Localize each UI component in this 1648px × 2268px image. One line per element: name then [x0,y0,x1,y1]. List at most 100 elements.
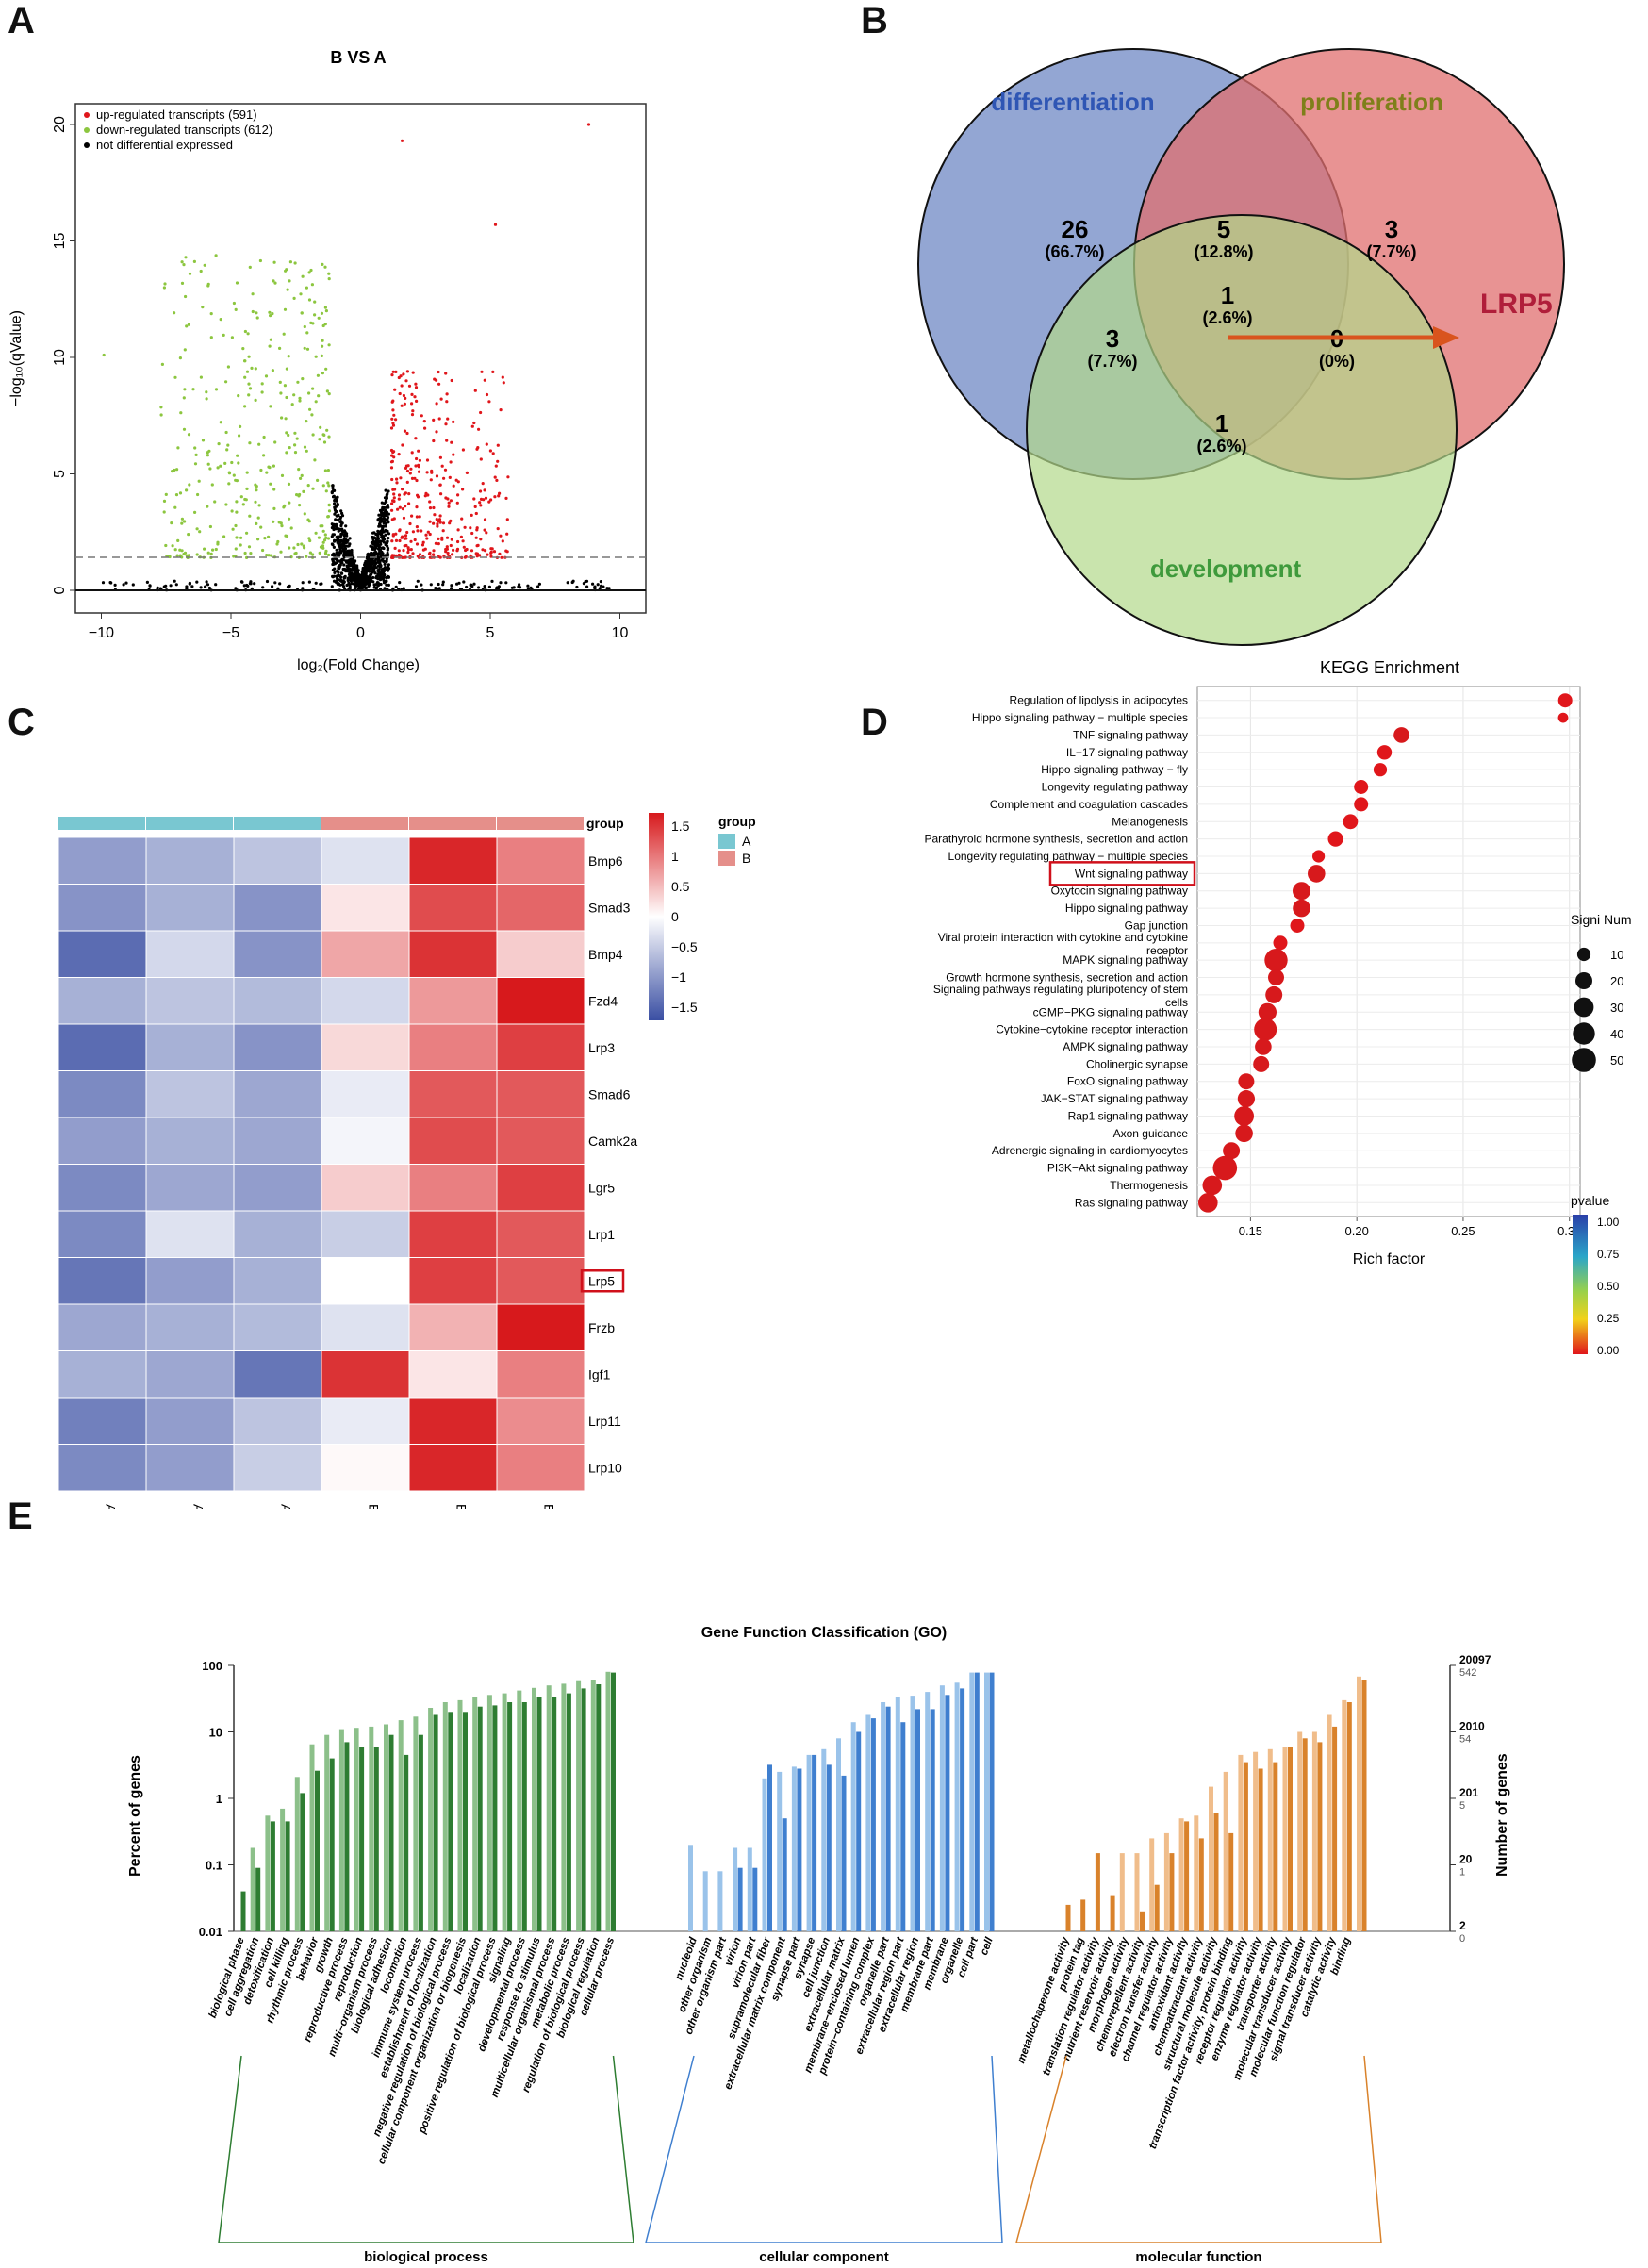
volcano-axes: −10 −5 0 5 10 0 5 10 15 20 [52,116,629,641]
volcano-point [193,462,198,466]
volcano-point [273,281,277,285]
volcano-point [408,472,412,475]
kegg-point [1238,1073,1255,1090]
volcano-point [285,534,289,538]
volcano-point [283,384,287,388]
volcano-point [313,300,317,304]
volcano-point [403,492,406,496]
volcano-y-tick-label: 20 [52,116,68,133]
volcano-point [158,587,162,590]
volcano-point [441,521,446,525]
go-bar-count [270,1821,275,1931]
volcano-point [159,413,163,417]
volcano-point [499,534,503,538]
volcano-point [245,370,250,373]
volcano-point [593,585,597,588]
volcano-point [322,433,326,437]
heatmap-scale-tick: −0.5 [671,939,698,954]
volcano-point [496,586,500,589]
volcano-point [370,579,373,583]
volcano-point [479,457,483,461]
volcano-point [338,579,343,583]
volcano-point [403,555,406,559]
heatmap-group-legend-title: group [718,814,756,829]
volcano-point [411,371,415,374]
volcano-point [472,582,476,586]
go-bar-percent [1238,1754,1244,1931]
volcano-point [401,488,404,491]
go-bar-count [477,1706,483,1931]
volcano-point [238,434,241,438]
volcano-point [164,543,168,548]
volcano-point [319,524,322,528]
go-bar-percent [925,1692,931,1931]
volcano-point [265,579,270,584]
volcano-point [448,475,452,479]
volcano-point [432,418,436,422]
volcano-point [386,516,390,520]
volcano-point [319,425,322,429]
volcano-point [245,471,249,474]
volcano-point [206,451,209,455]
volcano-point [445,536,450,539]
go-bar-count [1228,1832,1234,1931]
volcano-point [267,465,271,469]
heatmap-cell [496,1397,585,1445]
volcano-point [394,538,399,543]
heatmap-cell [145,1070,235,1118]
volcano-point [391,423,396,427]
heatmap-group-bar [58,817,584,830]
volcano-point [448,521,452,525]
heatmap-cell [58,884,147,932]
go-bar-percent [605,1671,611,1931]
volcano-point [321,372,324,375]
volcano-point [409,467,413,471]
volcano-point [382,540,386,544]
go-bar-percent [939,1685,945,1931]
go-bar-count [433,1714,438,1931]
volcano-point [397,375,401,380]
venn-count-diff-prolif: 5 [1217,215,1230,243]
volcano-point [464,548,468,553]
volcano-point [378,521,382,524]
heatmap-highlight-box [580,1269,625,1293]
go-bar-count [1302,1738,1308,1931]
volcano-point [305,449,308,453]
volcano-point [429,478,433,482]
go-bar-count [536,1697,542,1931]
volcano-point [378,523,382,528]
heatmap-cell [233,1350,322,1399]
volcano-point [209,336,213,339]
volcano-point [333,561,337,565]
heatmap-cell [58,977,147,1025]
go-y2-tick-label: 201 [1459,1786,1478,1799]
volcano-point [444,547,448,552]
volcano-point [379,582,383,587]
go-bar-percent [354,1728,359,1931]
volcano-point [438,555,442,559]
volcano-point [342,563,346,567]
volcano-point [205,390,208,394]
volcano-point [148,584,152,588]
kegg-x-tick-label: 0.25 [1451,1224,1475,1238]
volcano-point [272,464,275,468]
kegg-pvalue-tick-label: 0.25 [1597,1312,1620,1325]
volcano-point [321,484,325,488]
volcano-point [183,520,187,523]
heatmap-scale-tick: −1.5 [671,1000,698,1015]
volcano-point [234,547,238,551]
go-bar-percent [806,1754,812,1931]
volcano-point [381,511,386,516]
venn-circle-development [1026,214,1458,646]
volcano-point [199,269,203,273]
kegg-pathway-label-cont: cells [1165,996,1188,1009]
volcano-point [465,471,469,474]
volcano-point [462,580,466,584]
go-bar-count [782,1818,787,1931]
volcano-point [227,482,231,486]
volcano-point [288,446,291,450]
go-bar-count [885,1706,891,1931]
volcano-point [332,533,336,537]
volcano-point [404,537,408,540]
volcano-point [374,566,378,570]
